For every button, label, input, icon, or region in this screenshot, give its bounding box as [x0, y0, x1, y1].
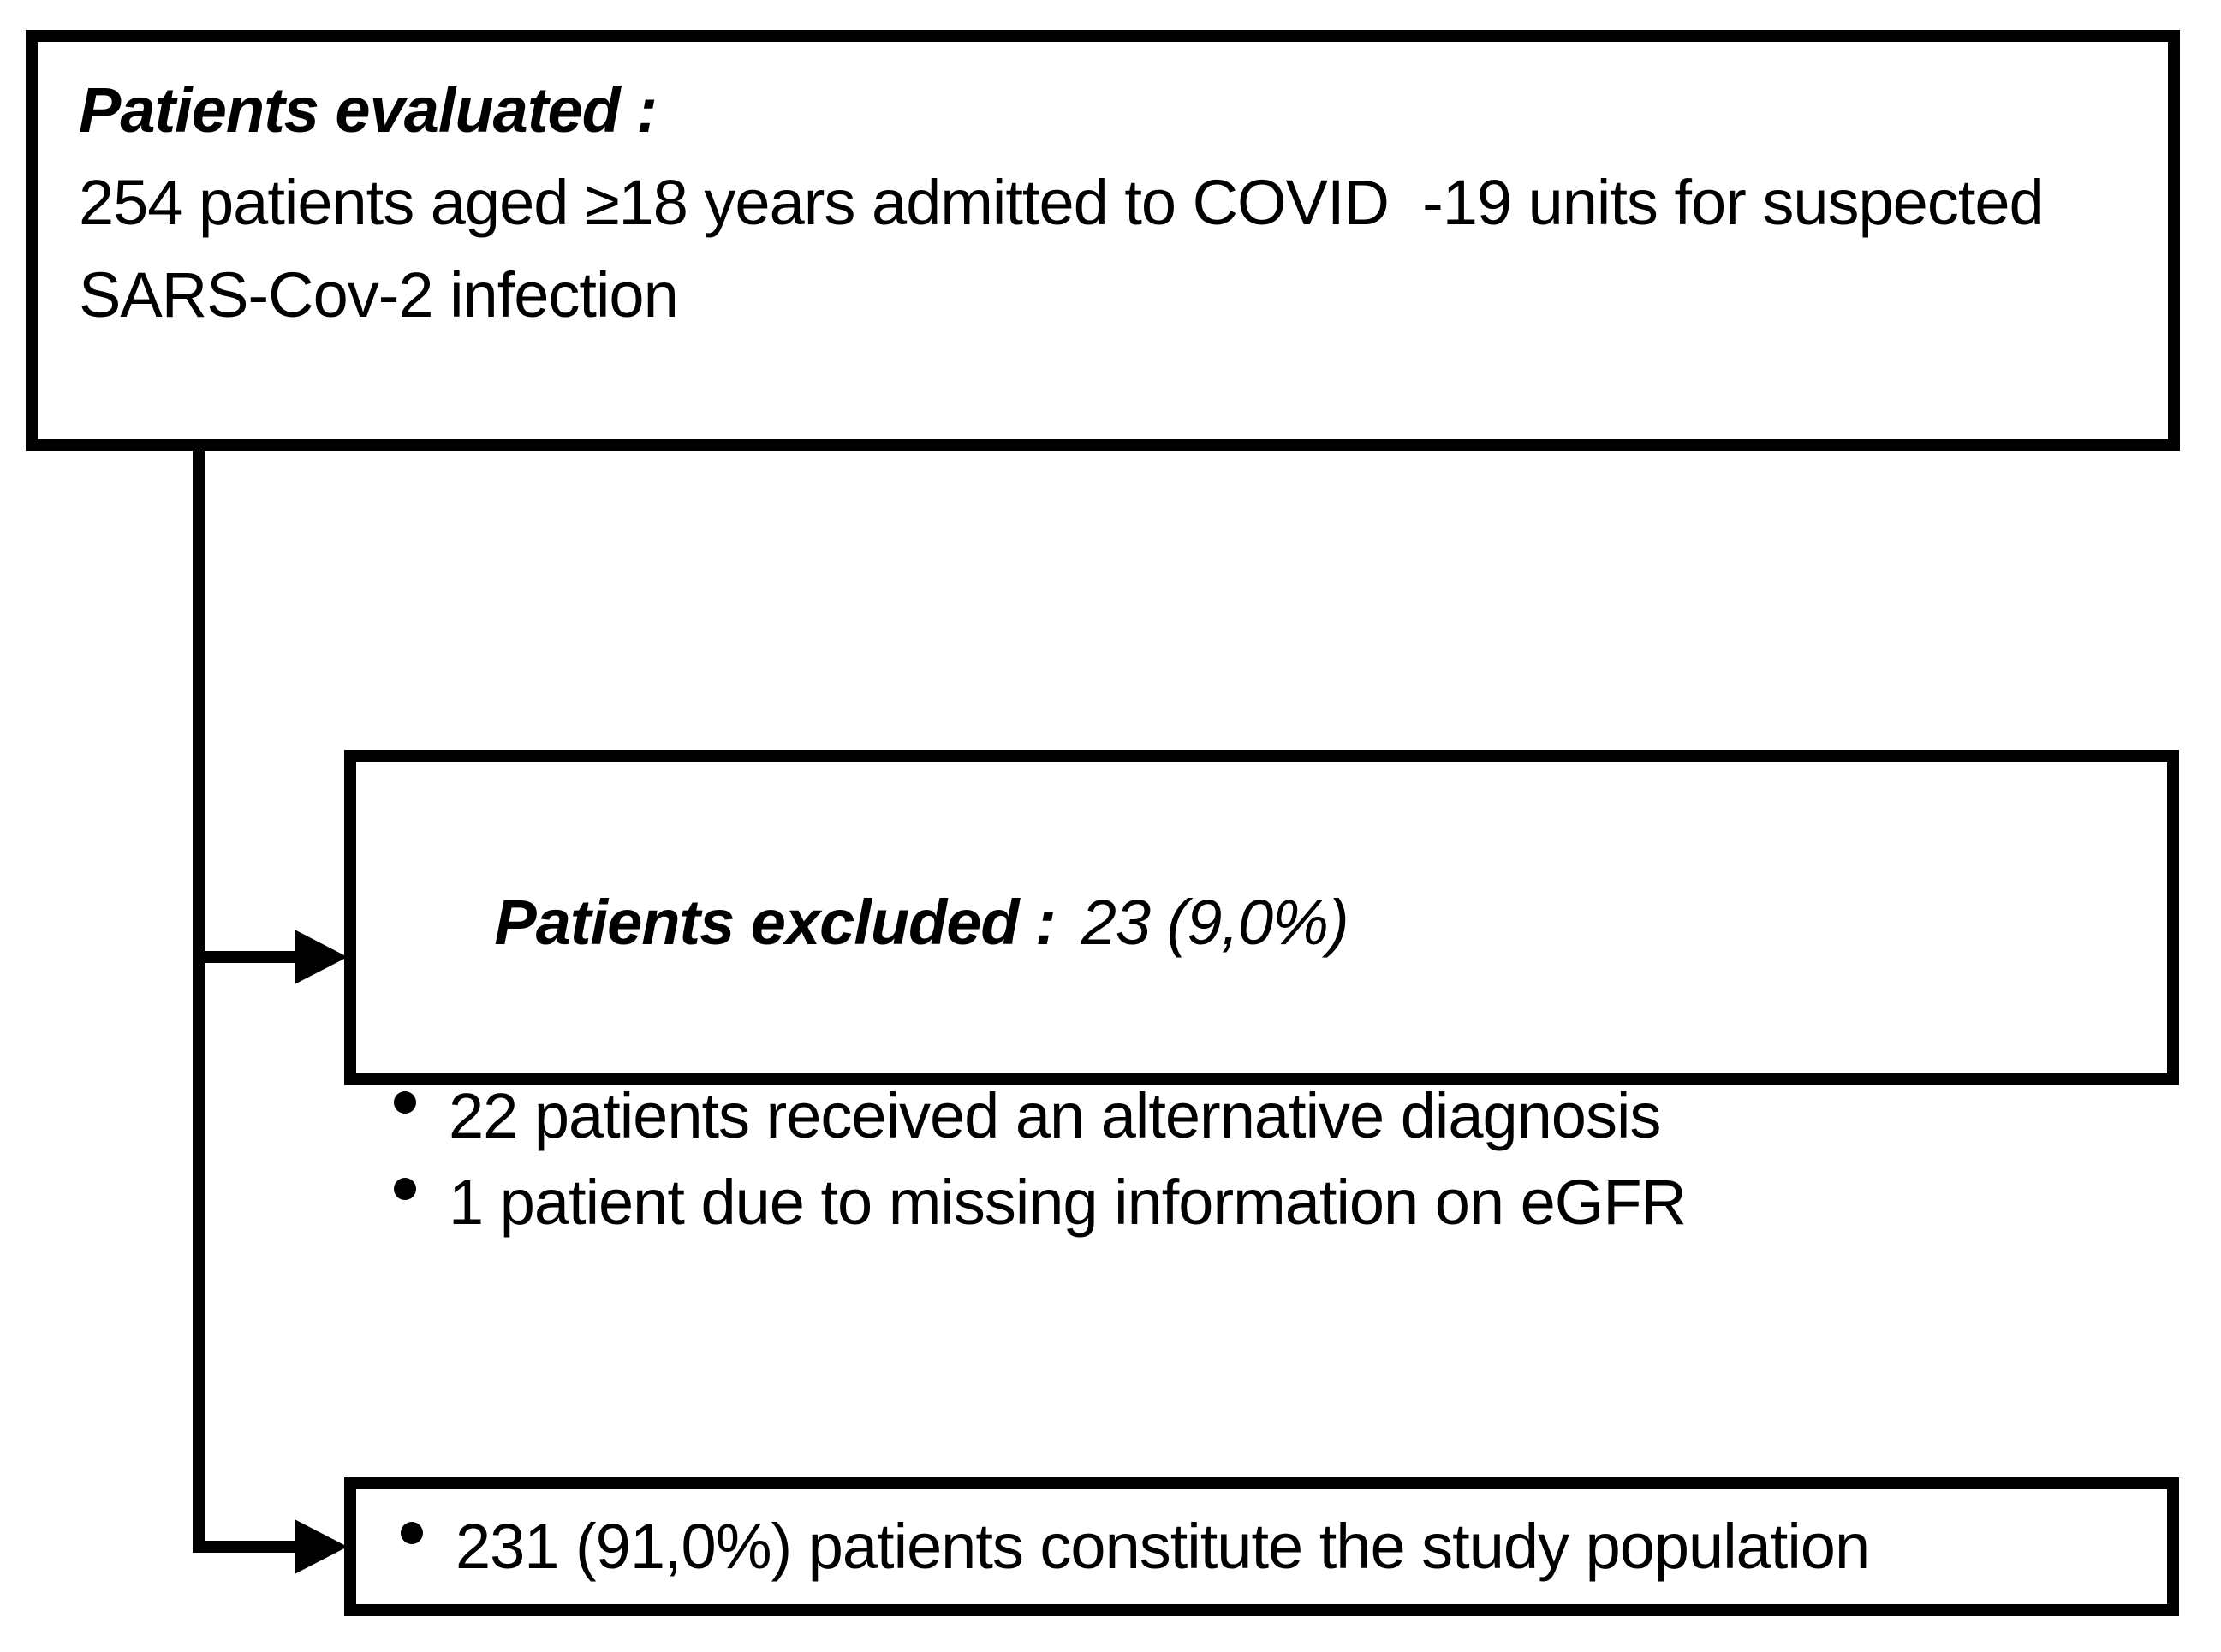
excluded-bullet-2: 1 patient due to missing information on … [449, 1167, 1687, 1238]
excluded-title-line: Patients excluded : 23 (9,0%) [394, 793, 2141, 1052]
arrow-shaft [199, 951, 303, 963]
study-bullet: 231 (91,0%) patients constitute the stud… [456, 1511, 1870, 1582]
excluded-box: Patients excluded : 23 (9,0%) 22 patients… [344, 750, 2179, 1238]
study-bullet-item: 231 (91,0%) patients constitute the stud… [401, 1500, 1870, 1593]
bullet-icon [394, 1177, 416, 1200]
excluded-count: 23 (9,0%) [1081, 887, 1349, 958]
arrow-head-icon [295, 930, 348, 984]
excluded-bullet-1: 22 patients received an alternative diag… [449, 1080, 1661, 1151]
study-box: 231 (91,0%) patients constitute the stud… [344, 1477, 2179, 1616]
evaluated-line-2: SARS-Cov-2 infection [79, 259, 679, 330]
evaluated-line-1: 254 patients aged ≥18 years admitted to … [79, 167, 2045, 238]
excluded-bullet-item: 1 patient due to missing information on … [394, 1159, 2141, 1245]
evaluated-box: Patients evaluated : 254 patients aged ≥… [26, 30, 2180, 451]
arrow-to-excluded-box [199, 930, 349, 984]
bullet-icon [401, 1522, 423, 1544]
evaluated-title: Patients evaluated : [79, 74, 658, 146]
arrow-shaft [199, 1541, 303, 1553]
connector-trunk-line [193, 443, 205, 1553]
excluded-bullet-item: 22 patients received an alternative diag… [394, 1073, 2141, 1159]
arrow-to-study-box [199, 1519, 349, 1574]
arrow-head-icon [295, 1519, 348, 1574]
bullet-icon [394, 1090, 416, 1114]
excluded-title: Patients excluded : [494, 887, 1056, 958]
